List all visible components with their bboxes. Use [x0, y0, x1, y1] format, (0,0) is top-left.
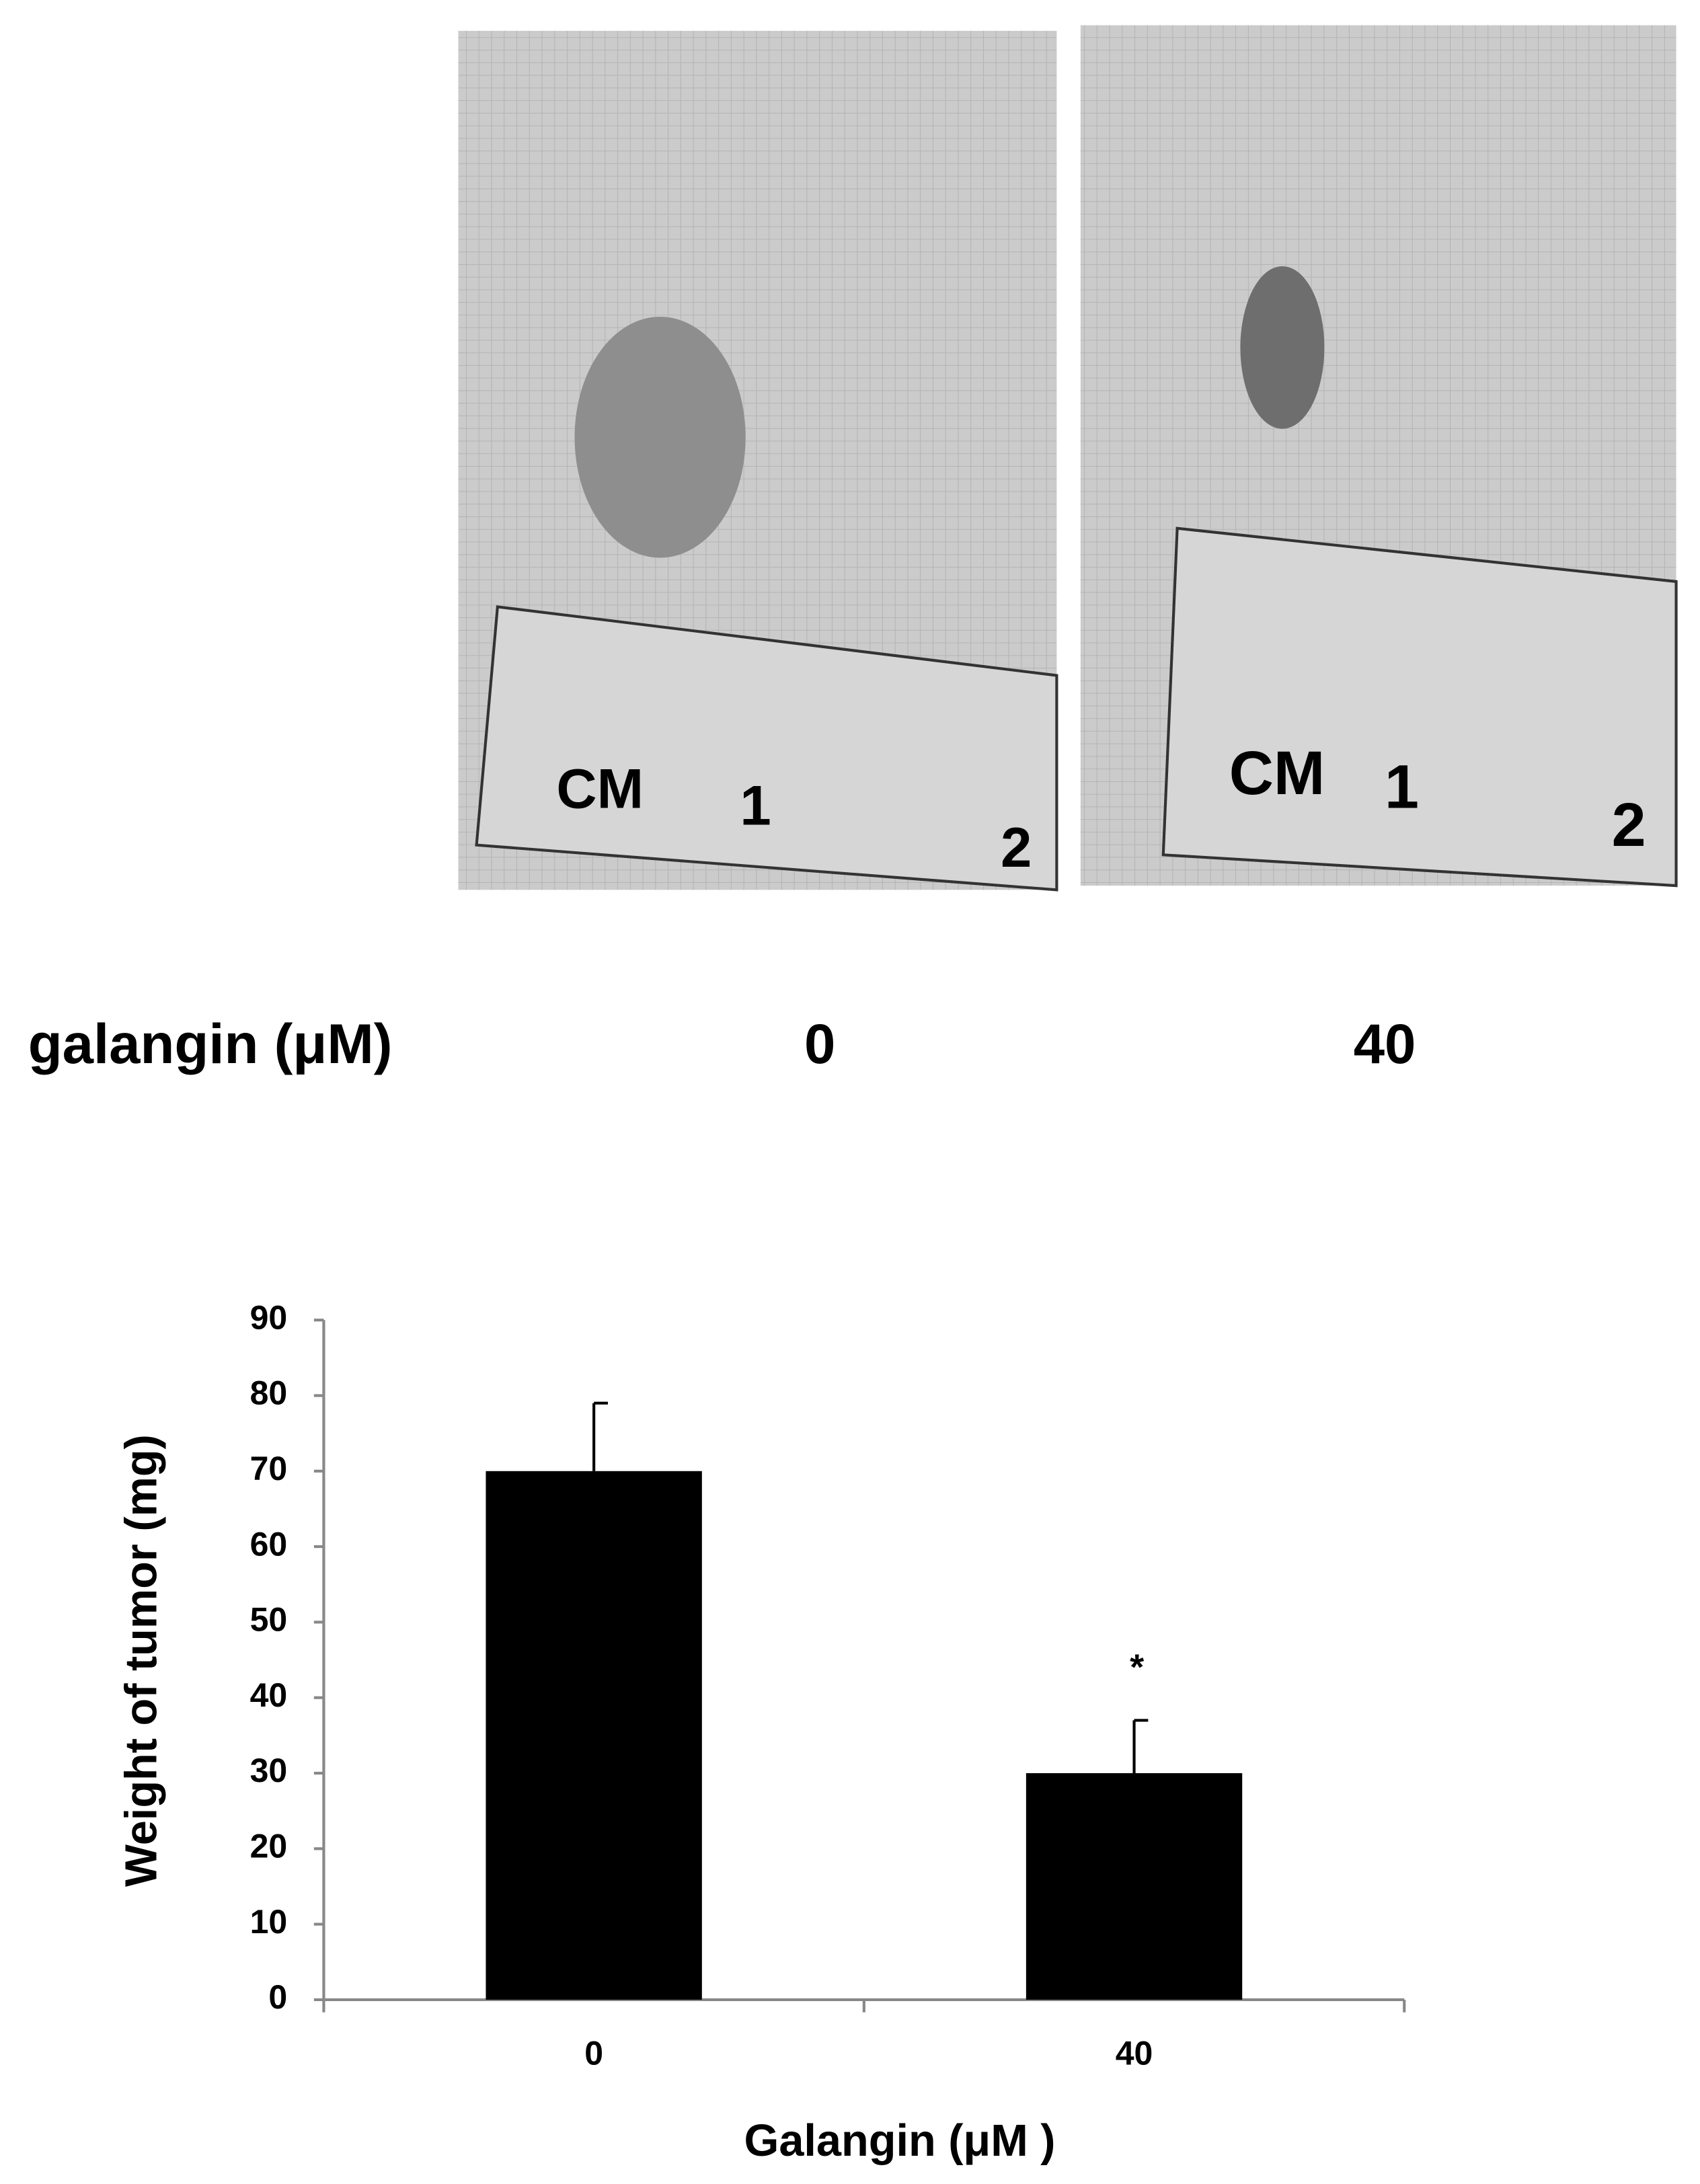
ruler: [1161, 526, 1678, 888]
y-tick-label: 0: [268, 1978, 287, 2016]
ruler-label: 1: [1385, 753, 1419, 822]
photo-right: [1080, 25, 1678, 888]
y-tick-label: 90: [250, 1298, 288, 1336]
ruler-labels: CM 1 2 CM 1 2: [556, 739, 1646, 879]
y-axis-title: Weight of tumor (mg): [116, 1434, 166, 1887]
tumor: [1240, 266, 1325, 429]
annotation: *: [1130, 1647, 1145, 1688]
bar: [1026, 1773, 1243, 2000]
y-tick-label: 10: [250, 1903, 288, 1941]
ruler-label: 2: [1612, 791, 1646, 859]
column-label: 0: [804, 1013, 835, 1075]
y-tick-label: 40: [250, 1676, 288, 1714]
ruler-label: CM: [1229, 739, 1325, 808]
row-label: galangin (μM): [28, 1013, 393, 1075]
x-tick-label: 40: [1116, 2035, 1153, 2072]
y-tick-label: 60: [250, 1525, 288, 1563]
x-axis-title: Galangin (μM ): [744, 2116, 1055, 2166]
column-label: 40: [1354, 1013, 1416, 1075]
x-tick-label: 0: [584, 2035, 603, 2072]
y-tick-label: 80: [250, 1374, 288, 1412]
ruler-label: 1: [740, 775, 771, 837]
ruler-label: CM: [556, 758, 644, 820]
error-bar: [1132, 1719, 1149, 1774]
photo-left: [458, 30, 1058, 892]
ruler: [475, 605, 1058, 892]
y-tick-label: 50: [250, 1601, 288, 1639]
tumor: [574, 316, 746, 558]
y-tick-label: 70: [250, 1450, 288, 1487]
y-tick-label: 30: [250, 1752, 288, 1789]
bar: [486, 1471, 702, 2000]
y-tick-label: 20: [250, 1828, 288, 1865]
ruler-label: 2: [1001, 816, 1032, 879]
error-bar: [592, 1401, 608, 1471]
